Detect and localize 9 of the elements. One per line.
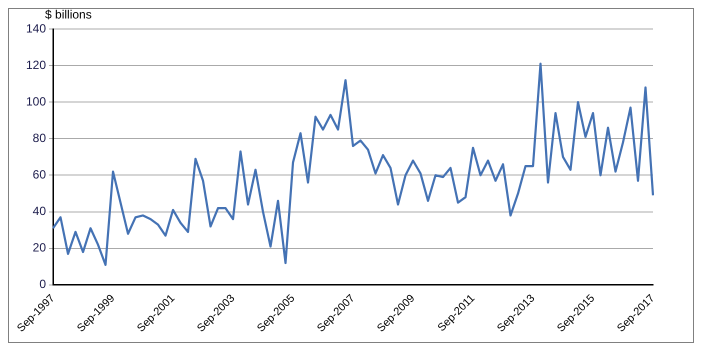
y-tick-label: 140 — [26, 21, 46, 36]
y-tick-label: 0 — [39, 277, 46, 292]
y-tick-label: 120 — [26, 58, 46, 72]
y-axis-title: $ billions — [45, 7, 92, 22]
y-tick-label: 80 — [32, 131, 46, 145]
y-tick-label: 40 — [32, 204, 46, 218]
y-tick-label: 100 — [26, 94, 46, 108]
y-tick-label: 20 — [32, 240, 46, 255]
y-tick-label: 60 — [32, 168, 46, 182]
